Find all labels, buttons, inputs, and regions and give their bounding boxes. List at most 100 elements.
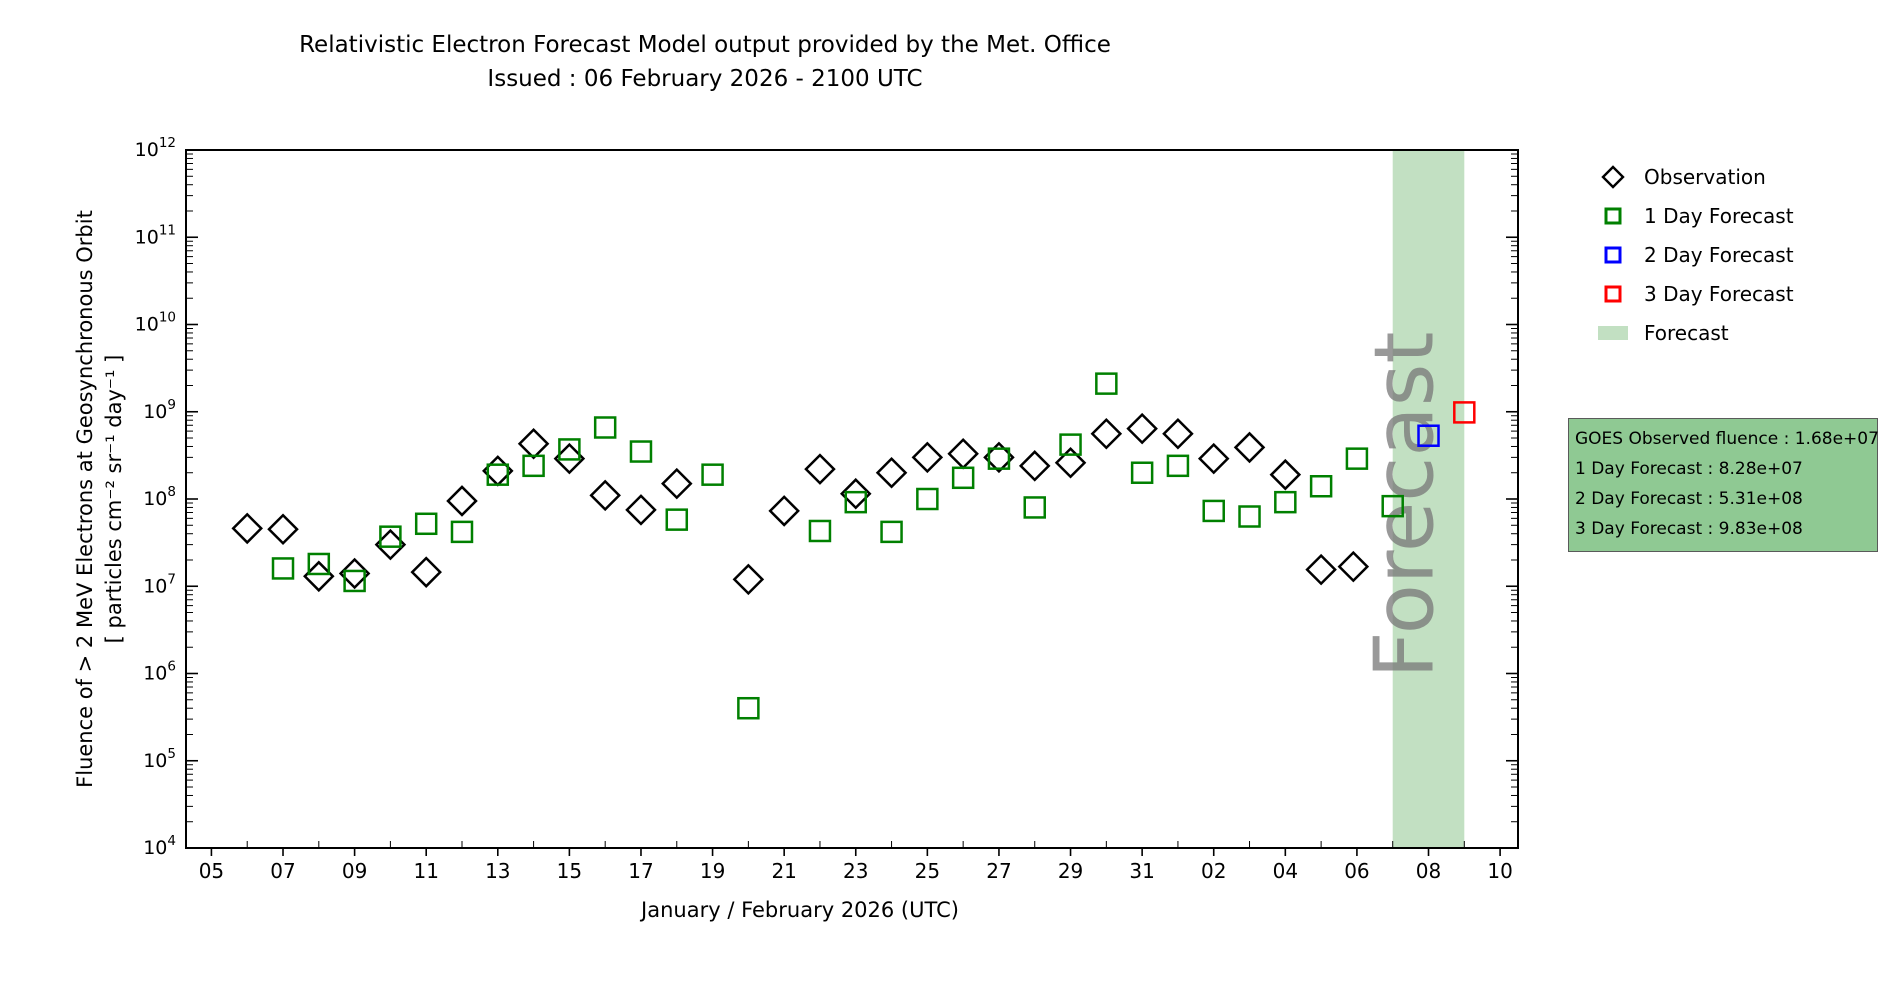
info-line-2day: 2 Day Forecast : 5.31e+08 — [1575, 489, 1803, 509]
1-day-forecast-series — [271, 372, 1404, 720]
data-point — [307, 552, 331, 576]
data-point — [338, 557, 371, 590]
x-tick-label: 19 — [700, 859, 725, 883]
data-point — [1233, 431, 1266, 464]
data-point — [343, 569, 366, 593]
data-point — [875, 456, 908, 489]
x-tick-label: 09 — [342, 859, 367, 883]
y-tick-label: 1011 — [135, 222, 176, 248]
y-tick-label: 105 — [143, 746, 176, 772]
x-tick-label: 23 — [843, 859, 868, 883]
legend-row-observation: Observation — [1598, 157, 1794, 196]
data-point — [804, 453, 836, 485]
x-tick-label: 05 — [199, 859, 224, 883]
data-point — [1269, 458, 1302, 491]
data-point — [768, 495, 800, 527]
data-point — [410, 556, 442, 588]
data-point — [737, 696, 760, 720]
3-day-forecast-series — [1453, 401, 1476, 424]
data-point — [486, 463, 510, 486]
data-point — [589, 479, 621, 512]
data-point — [1018, 450, 1051, 482]
data-point — [916, 487, 939, 511]
data-point — [625, 494, 657, 526]
x-tick-label: 11 — [413, 859, 438, 883]
data-point — [1023, 496, 1046, 519]
forecast-info-box: GOES Observed fluence : 1.68e+07 1 Day F… — [1568, 418, 1879, 552]
data-point — [1337, 550, 1370, 583]
x-tick-label: 13 — [485, 859, 510, 883]
data-point — [379, 525, 402, 548]
data-point — [987, 447, 1011, 470]
data-point — [1166, 454, 1190, 478]
data-point — [629, 440, 653, 463]
y-tick-label: 106 — [143, 659, 176, 685]
legend-label: 1 Day Forecast — [1644, 203, 1794, 228]
data-point — [839, 477, 872, 510]
info-line-1day: 1 Day Forecast : 8.28e+07 — [1575, 459, 1803, 479]
legend-row-3day: 3 Day Forecast — [1598, 274, 1794, 313]
y-tick-label: 108 — [143, 484, 176, 510]
legend-label: Forecast — [1644, 320, 1729, 345]
x-tick-label: 06 — [1344, 859, 1369, 883]
data-point — [1309, 475, 1333, 498]
x-tick-label: 31 — [1129, 859, 1154, 883]
data-point — [1054, 447, 1087, 479]
legend-row-2day: 2 Day Forecast — [1598, 235, 1794, 274]
y-tick-label: 107 — [143, 571, 176, 597]
x-tick-label: 08 — [1416, 859, 1441, 883]
observation-diamond-icon — [1598, 164, 1628, 189]
y-tick-label: 1012 — [135, 135, 176, 161]
data-point — [808, 519, 832, 543]
data-point — [414, 512, 438, 536]
data-point — [1090, 417, 1123, 450]
data-point — [231, 512, 263, 545]
data-point — [1345, 447, 1369, 470]
data-point — [661, 467, 693, 500]
data-point — [1162, 417, 1194, 450]
x-tick-label: 27 — [986, 859, 1011, 883]
data-point — [732, 563, 765, 596]
chart-subtitle: Issued : 06 February 2026 - 2100 UTC — [487, 66, 923, 92]
y-axis-ticks: 104 105 106 107 108 109 1010 1011 1012 — [135, 135, 1517, 859]
data-point — [1130, 461, 1154, 484]
x-tick-label: 07 — [270, 859, 295, 883]
x-axis-ticks: 05 07 09 11 13 15 17 19 21 23 25 27 29 31 02 04 06 08 10 — [199, 841, 1513, 883]
legend-row-1day: 1 Day Forecast — [1598, 196, 1794, 235]
x-tick-label: 02 — [1201, 859, 1226, 883]
chart-title: Relativistic Electron Forecast Model out… — [299, 32, 1111, 58]
data-point — [947, 437, 979, 470]
data-point — [1202, 499, 1225, 523]
observation-series — [231, 412, 1370, 596]
data-point — [1238, 505, 1261, 528]
data-point — [1126, 412, 1158, 445]
x-tick-label: 25 — [915, 859, 940, 883]
data-point — [701, 463, 724, 486]
x-tick-label: 04 — [1273, 859, 1298, 883]
data-point — [665, 508, 689, 531]
x-tick-label: 21 — [771, 859, 796, 883]
data-point — [1381, 494, 1404, 518]
data-point — [844, 490, 868, 514]
data-point — [450, 520, 474, 544]
data-point — [951, 466, 975, 490]
y-tick-label: 104 — [143, 833, 176, 859]
data-point — [522, 454, 545, 478]
data-point — [593, 416, 617, 439]
data-point — [1453, 401, 1476, 424]
forecast-band-patch-icon — [1598, 321, 1628, 345]
legend-row-forecast-band: Forecast — [1598, 313, 1794, 352]
data-point — [880, 520, 903, 544]
data-point — [1305, 553, 1337, 586]
x-tick-label: 10 — [1487, 859, 1512, 883]
one-day-forecast-square-icon — [1598, 204, 1628, 228]
data-point — [1274, 490, 1297, 514]
x-tick-label: 29 — [1058, 859, 1083, 883]
2-day-forecast-series — [1417, 424, 1440, 447]
y-tick-label: 109 — [143, 397, 176, 423]
y-tick-label: 1010 — [135, 310, 176, 336]
data-point — [271, 557, 295, 580]
legend-label: Observation — [1644, 164, 1766, 189]
three-day-forecast-square-icon — [1598, 282, 1628, 306]
